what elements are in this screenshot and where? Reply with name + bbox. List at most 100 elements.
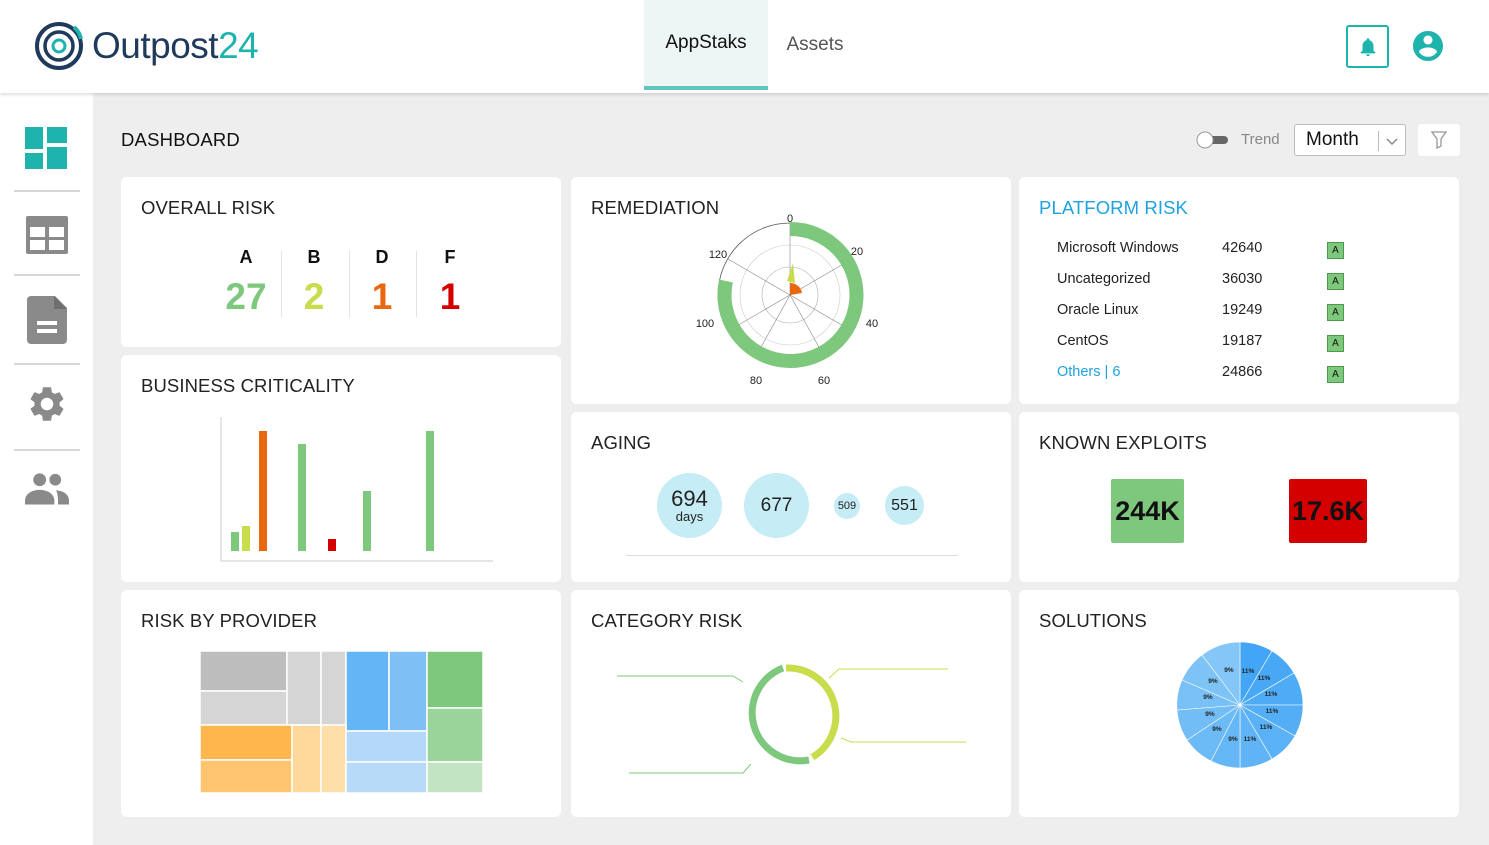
pie-slice-label: 11% xyxy=(1258,675,1271,682)
filter-icon xyxy=(1431,131,1447,149)
radial-tick-label: 20 xyxy=(851,246,863,258)
remediation-radial-chart[interactable]: 0 20 40 60 80 100 120 xyxy=(691,213,891,393)
filter-button[interactable] xyxy=(1418,124,1460,156)
card-title: SOLUTIONS xyxy=(1039,610,1147,631)
remediation-card: REMEDIATION 0 20 40 60 80 100 120 xyxy=(571,177,1011,404)
business-criticality-card: BUSINESS CRITICALITY xyxy=(121,355,561,582)
tab-appstaks[interactable]: AppStaks xyxy=(644,0,768,90)
pie-slice-label: 9% xyxy=(1208,678,1218,685)
sidebar-divider xyxy=(14,190,80,192)
sidebar-item-grid[interactable] xyxy=(14,213,80,257)
sidebar xyxy=(0,93,93,845)
card-title: RISK BY PROVIDER xyxy=(141,610,318,631)
category-risk-donut-chart[interactable] xyxy=(611,650,981,790)
exploit-count-tile[interactable]: 17.6K xyxy=(1289,479,1367,543)
card-title: REMEDIATION xyxy=(591,197,720,218)
card-title: KNOWN EXPLOITS xyxy=(1039,432,1207,453)
chart-bar[interactable] xyxy=(328,539,336,551)
settings-gear-icon xyxy=(30,387,64,421)
grade-badge: A xyxy=(1327,273,1344,290)
tab-assets[interactable]: Assets xyxy=(786,34,844,55)
pie-slice-label: 9% xyxy=(1224,667,1234,674)
card-title: CATEGORY RISK xyxy=(591,610,743,631)
platform-risk-card: PLATFORM RISK Microsoft Windows 42640 A … xyxy=(1019,177,1459,404)
risk-grade-f[interactable]: F 1 xyxy=(439,247,461,317)
exploit-count-tile[interactable]: 244K xyxy=(1111,479,1184,543)
period-select[interactable]: Month xyxy=(1294,124,1406,156)
risk-grade-d[interactable]: D 1 xyxy=(371,247,393,317)
sidebar-item-users[interactable] xyxy=(14,468,80,508)
pie-slice-label: 11% xyxy=(1244,736,1257,743)
chart-bar[interactable] xyxy=(259,431,267,551)
top-bar: Outpost24 AppStaks Assets xyxy=(0,0,1489,93)
grade-badge: A xyxy=(1327,242,1344,259)
trend-toggle[interactable] xyxy=(1196,131,1230,149)
grade-badge: A xyxy=(1327,366,1344,383)
aging-axis xyxy=(626,555,958,556)
risk-by-provider-treemap[interactable] xyxy=(200,651,484,794)
page-title: DASHBOARD xyxy=(121,129,240,150)
pie-slice-label: 9% xyxy=(1212,726,1222,733)
grid-view-icon xyxy=(26,216,68,254)
radial-tick-label: 100 xyxy=(696,318,714,330)
aging-bubble[interactable]: 677 xyxy=(744,473,809,538)
risk-by-provider-card: RISK BY PROVIDER xyxy=(121,590,561,817)
sidebar-item-reports[interactable] xyxy=(14,295,80,345)
solutions-pie-chart[interactable]: 11% 11% 11% 11% 11% 11% 9% 9% 9% 9% 9% 9… xyxy=(1175,640,1305,770)
category-risk-card: CATEGORY RISK xyxy=(571,590,1011,817)
radial-tick-label: 80 xyxy=(750,375,762,387)
others-link[interactable]: Others | 6 xyxy=(1057,364,1121,380)
user-account-icon xyxy=(1413,31,1443,61)
risk-grade-b[interactable]: B 2 xyxy=(303,247,325,317)
risk-grade-a[interactable]: A 27 xyxy=(225,247,267,317)
chart-bar[interactable] xyxy=(363,491,371,551)
sidebar-divider xyxy=(14,449,80,451)
chevron-down-icon xyxy=(1386,138,1398,146)
pie-slice-label: 9% xyxy=(1203,694,1213,701)
aging-bubble[interactable]: 551 xyxy=(885,486,924,525)
logo-target-icon xyxy=(35,22,83,70)
pie-slice-label: 11% xyxy=(1260,724,1273,731)
pie-slice-label: 11% xyxy=(1265,691,1278,698)
radial-tick-label: 40 xyxy=(866,318,878,330)
bell-icon xyxy=(1360,37,1375,56)
radial-tick-label: 60 xyxy=(818,375,830,387)
chart-bar[interactable] xyxy=(231,532,239,551)
notifications-button[interactable] xyxy=(1346,25,1389,68)
aging-bubble[interactable]: 694 days xyxy=(657,473,722,538)
known-exploits-card: KNOWN EXPLOITS 244K 17.6K xyxy=(1019,412,1459,582)
radial-tick-label: 120 xyxy=(709,249,727,261)
aging-bubble[interactable]: 509 xyxy=(834,493,860,519)
business-criticality-chart[interactable] xyxy=(217,415,497,565)
card-title: OVERALL RISK xyxy=(141,197,276,218)
sidebar-item-settings[interactable] xyxy=(14,382,80,426)
sidebar-divider xyxy=(14,363,80,365)
sidebar-item-dashboard[interactable] xyxy=(14,126,80,172)
user-account-button[interactable] xyxy=(1410,28,1446,64)
period-select-value: Month xyxy=(1306,129,1359,150)
sidebar-divider xyxy=(14,274,80,276)
overall-risk-card: OVERALL RISK A 27 B 2 D 1 F 1 xyxy=(121,177,561,347)
solutions-card: SOLUTIONS 11% 11% 11% 11% 11% 11% 9% 9% … xyxy=(1019,590,1459,817)
card-title[interactable]: PLATFORM RISK xyxy=(1039,197,1188,218)
pie-slice-label: 11% xyxy=(1242,668,1255,675)
grade-badge: A xyxy=(1327,335,1344,352)
pie-slice-label: 11% xyxy=(1266,708,1279,715)
dashboard-icon xyxy=(25,127,67,169)
card-title: BUSINESS CRITICALITY xyxy=(141,375,355,396)
logo-wordmark: Outpost24 xyxy=(92,25,259,66)
pie-slice-label: 9% xyxy=(1205,711,1215,718)
chart-bar[interactable] xyxy=(298,444,306,551)
select-separator xyxy=(1378,131,1379,151)
radial-tick-label: 0 xyxy=(787,213,793,225)
outpost24-logo[interactable]: Outpost24 xyxy=(34,21,259,71)
chart-bar[interactable] xyxy=(426,431,434,551)
report-document-icon xyxy=(27,296,67,344)
users-group-icon xyxy=(25,473,69,505)
chart-bar[interactable] xyxy=(242,526,250,551)
trend-label: Trend xyxy=(1241,131,1280,148)
grade-badge: A xyxy=(1327,304,1344,321)
pie-slice-label: 9% xyxy=(1228,736,1238,743)
aging-card: AGING 694 days 677 509 551 xyxy=(571,412,1011,582)
card-title: AGING xyxy=(591,432,652,453)
